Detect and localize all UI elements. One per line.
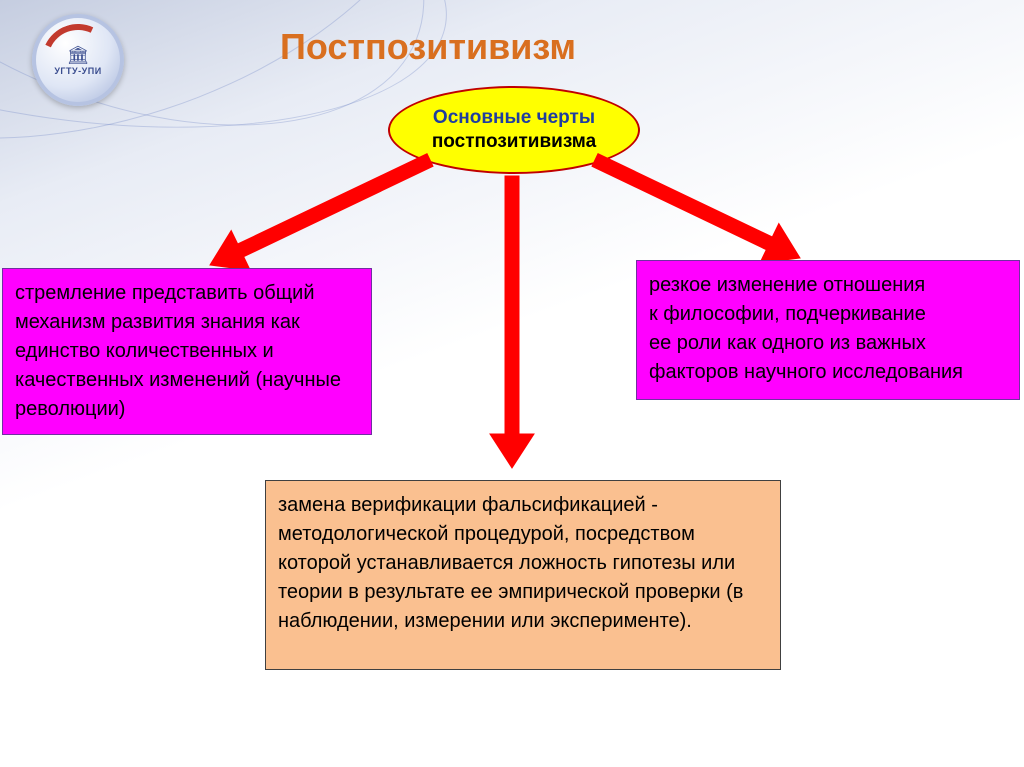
arrow <box>210 154 433 271</box>
feature-box-right: резкое изменение отношенияк философии, п… <box>636 260 1020 400</box>
slide-title: Постпозитивизм <box>280 26 576 68</box>
box-line: факторов научного исследования <box>649 358 1007 387</box>
logo-arc <box>32 14 124 106</box>
feature-box-bottom: замена верификации фальсификацией - мето… <box>265 480 781 670</box>
box-line: ее роли как одного из важных <box>649 329 1007 358</box>
arrow <box>490 176 534 468</box>
box-line: к философии, подчеркивание <box>649 300 1007 329</box>
arrow <box>592 154 800 264</box>
ellipse-line2: постпозитивизма <box>432 130 596 154</box>
central-ellipse: Основные черты постпозитивизма <box>388 86 640 174</box>
feature-box-left: стремление представить общий механизм ра… <box>2 268 372 435</box>
box-line: резкое изменение отношения <box>649 271 1007 300</box>
ellipse-line1: Основные черты <box>432 106 596 130</box>
logo-badge: 🏛 УГТУ-УПИ <box>32 14 124 106</box>
